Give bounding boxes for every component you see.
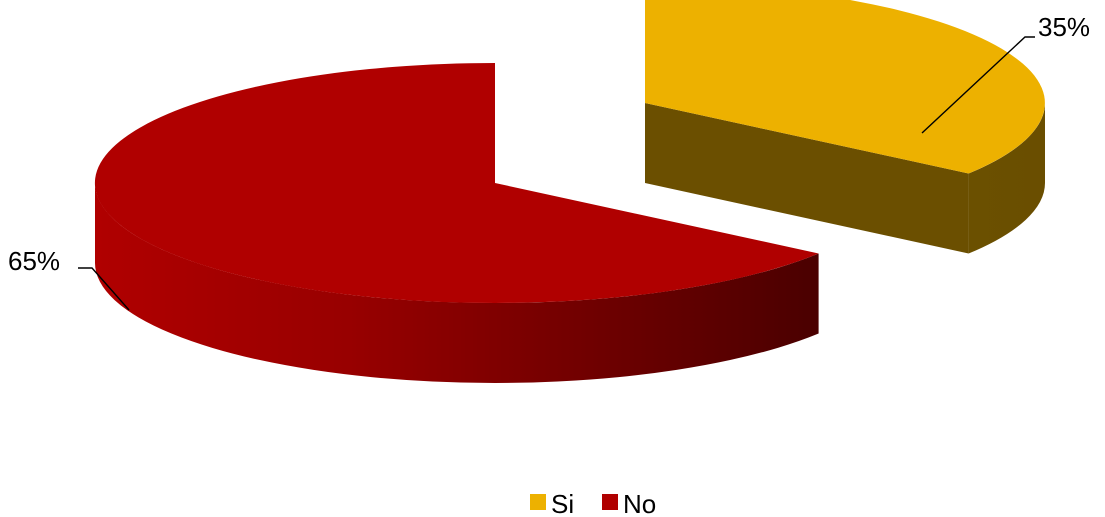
legend-swatch-no [602,494,618,510]
data-label-no: 65% [8,246,60,276]
pie-slice-si [645,0,1045,254]
pie-slice-no [94,62,819,383]
data-label-si: 35% [1038,12,1090,42]
legend-swatch-si [530,494,546,510]
pie-slice-no-top [94,62,819,304]
pie-slice-si-top [645,0,1045,174]
leader-line-si [921,36,1035,134]
legend-label-si: Si [551,489,574,517]
leader-line-no [78,267,130,311]
legend: Si No [530,489,656,517]
pie-slice-si-side [968,103,1045,254]
pie-slice-no-side [95,183,819,383]
legend-label-no: No [623,489,656,517]
pie-slice-si-front-wall [645,0,969,254]
